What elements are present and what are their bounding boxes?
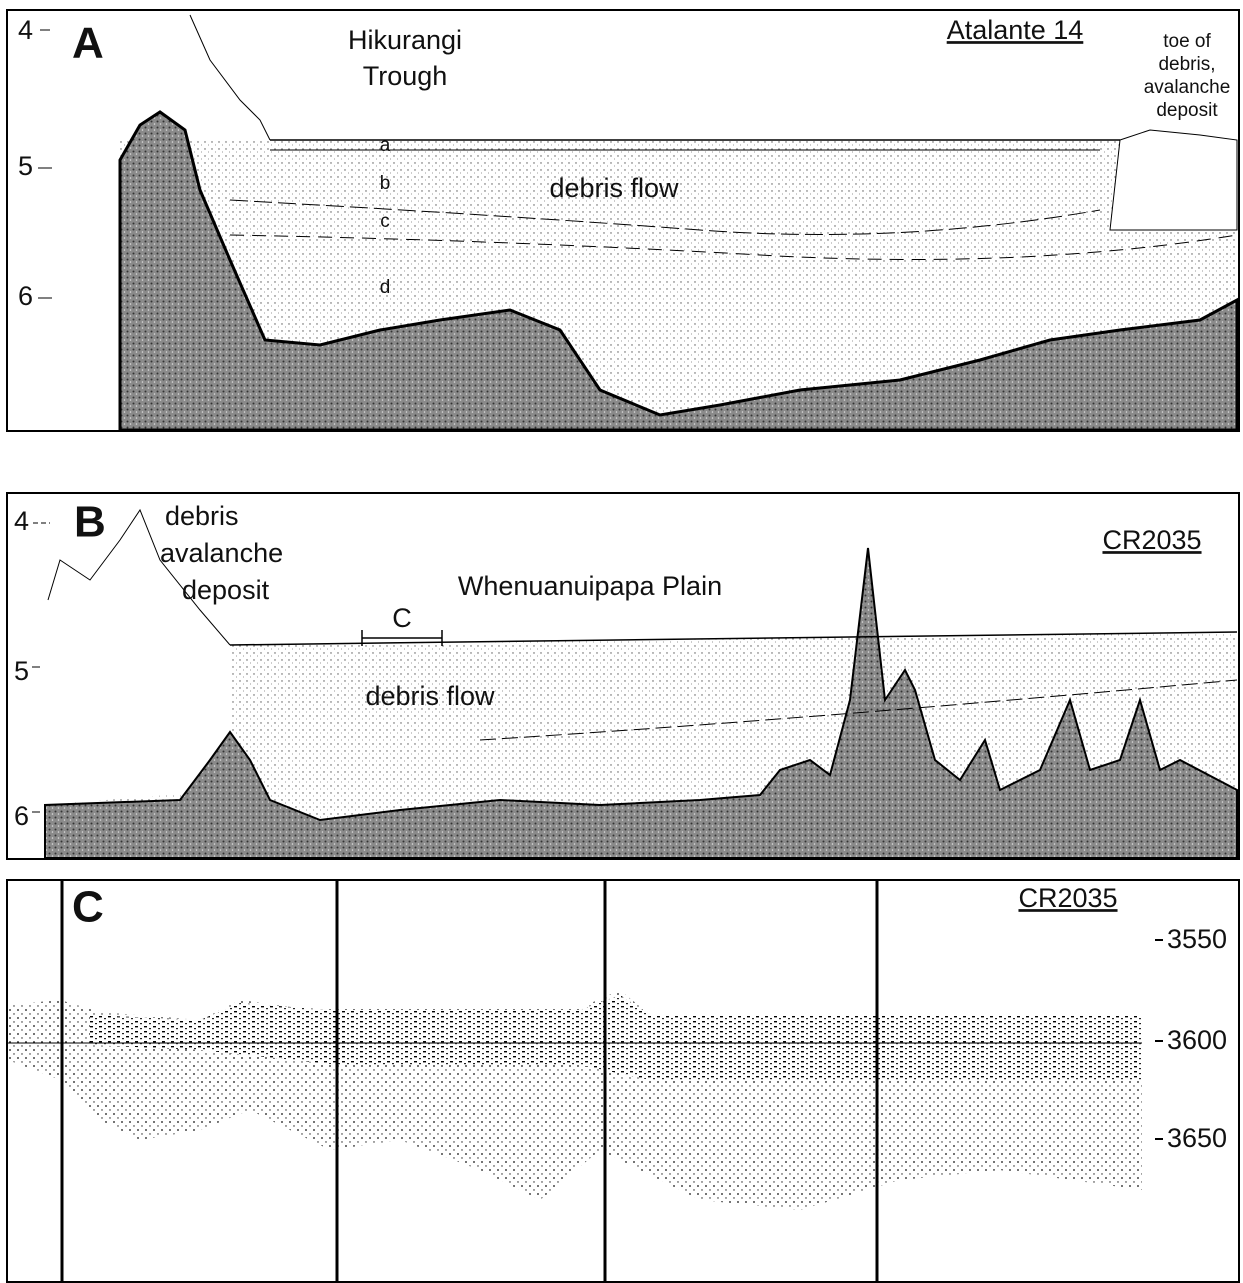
depth-label: 3650 bbox=[1167, 1123, 1227, 1153]
annotation: avalanche bbox=[1144, 77, 1231, 98]
cruise-label: CR2035 bbox=[1102, 525, 1201, 555]
depth-label: 5 bbox=[18, 151, 33, 181]
depth-label: 6 bbox=[18, 281, 33, 311]
depth-label: 5 bbox=[14, 656, 29, 686]
depth-label: 4 bbox=[18, 15, 33, 45]
toe-deposit bbox=[1110, 130, 1237, 230]
annotation: debris bbox=[165, 501, 239, 531]
unit-label: a bbox=[380, 135, 391, 156]
panel-letter: B bbox=[74, 498, 106, 547]
depth-label: 6 bbox=[14, 801, 29, 831]
depth-label: 3600 bbox=[1167, 1025, 1227, 1055]
annotation: debris, bbox=[1158, 54, 1215, 75]
figure: 4 5 6 A Hikurangi Trough Atalante 14 toe… bbox=[0, 0, 1243, 1283]
annotation: deposit bbox=[1156, 100, 1218, 121]
annotation: Whenuanuipapa Plain bbox=[458, 571, 722, 601]
annotation: debris flow bbox=[549, 173, 679, 203]
annotation: Trough bbox=[363, 61, 448, 91]
annotation: C bbox=[392, 603, 412, 633]
panel-letter: C bbox=[72, 883, 104, 932]
cruise-label: Atalante 14 bbox=[947, 15, 1084, 45]
cruise-label: CR2035 bbox=[1018, 883, 1117, 913]
unit-label: c bbox=[380, 211, 390, 232]
panel-a: 4 5 6 A Hikurangi Trough Atalante 14 toe… bbox=[7, 10, 1239, 431]
depth-label: 4 bbox=[14, 506, 29, 536]
panel-b: 4 5 6 B debris avalanche deposit CR2035 … bbox=[7, 493, 1239, 859]
annotation: avalanche bbox=[160, 538, 283, 568]
annotation: debris flow bbox=[365, 681, 495, 711]
panel-c: C CR2035 3550 3600 3650 bbox=[7, 880, 1239, 1282]
depth-label: 3550 bbox=[1167, 924, 1227, 954]
unit-label: b bbox=[380, 173, 391, 194]
annotation: Hikurangi bbox=[348, 25, 462, 55]
panel-letter: A bbox=[72, 19, 104, 68]
unit-label: d bbox=[380, 277, 391, 298]
annotation: deposit bbox=[182, 575, 270, 605]
annotation: toe of bbox=[1163, 31, 1211, 52]
